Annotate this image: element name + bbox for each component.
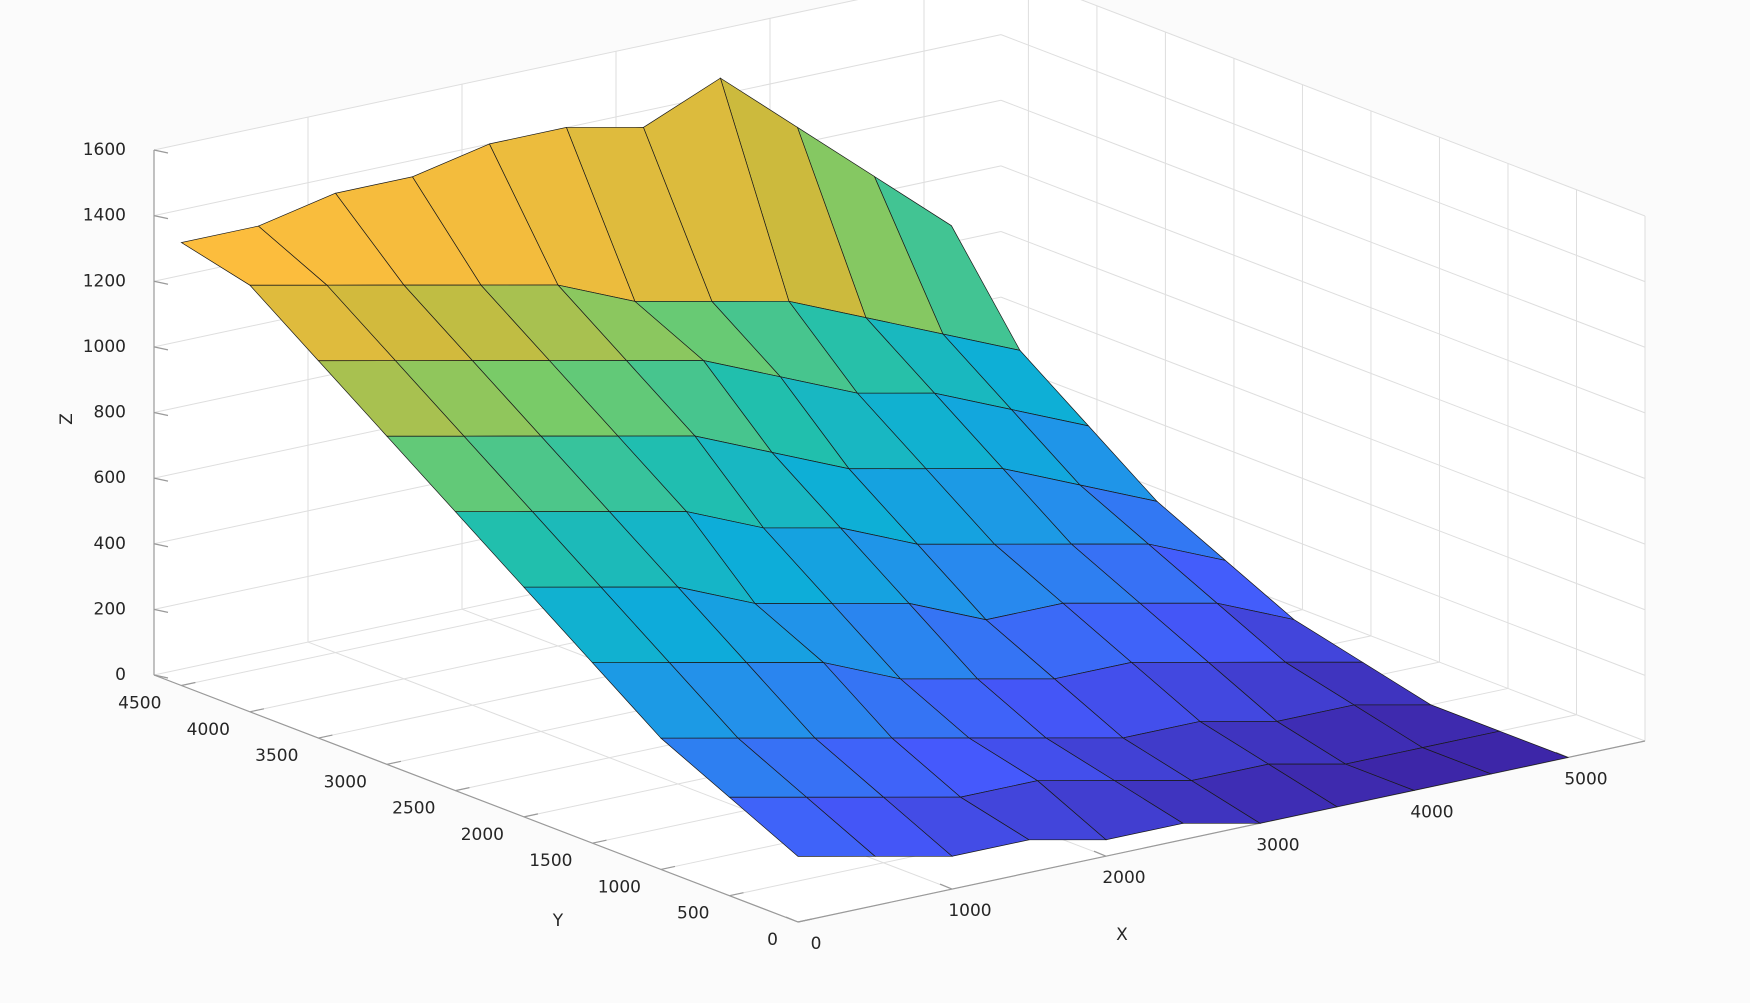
- z-tick-label: 200: [94, 599, 126, 619]
- tick-mark: [455, 787, 470, 792]
- y-tick-label: 500: [677, 904, 709, 924]
- grid-line: [1000, 231, 1646, 479]
- x-tick-label: 3000: [1256, 835, 1299, 855]
- tick-mark: [181, 681, 196, 687]
- tick-mark: [153, 608, 169, 613]
- z-tick-label: 0: [115, 665, 126, 685]
- z-tick-label: 800: [94, 403, 126, 423]
- z-tick-label: 1200: [83, 271, 126, 291]
- surface-patch: [728, 796, 876, 857]
- y-tick-label: 3500: [255, 746, 298, 766]
- y-tick-label: 4500: [118, 694, 161, 714]
- y-tick-label: 2500: [392, 799, 435, 819]
- tick-mark: [1093, 850, 1107, 857]
- tick-mark: [153, 674, 169, 679]
- x-tick-label: 5000: [1564, 769, 1607, 789]
- tick-mark: [153, 477, 169, 482]
- y-axis: [153, 674, 799, 923]
- tick-mark: [153, 149, 169, 154]
- tick-mark: [939, 883, 953, 890]
- grid-line: [1000, 34, 1646, 283]
- tick-mark: [729, 892, 744, 897]
- tick-mark: [153, 543, 169, 548]
- tick-mark: [660, 865, 676, 871]
- grid-line: [1080, 0, 1646, 217]
- y-tick-label: 4000: [187, 720, 230, 740]
- x-tick-label: 2000: [1102, 868, 1145, 888]
- x-tick-label: 1000: [948, 901, 991, 921]
- tick-mark: [153, 280, 169, 285]
- grid-line: [153, 0, 859, 151]
- grid-line: [1000, 296, 1646, 545]
- x-tick-label: 0: [811, 934, 822, 954]
- z-tick-label: 1000: [83, 337, 126, 357]
- z-tick-label: 1600: [83, 140, 126, 160]
- tick-mark: [249, 708, 265, 713]
- grid-line: [1000, 165, 1646, 414]
- grid-line: [1000, 362, 1646, 611]
- tick-mark: [592, 839, 607, 844]
- grid-line: [1000, 99, 1646, 348]
- x-tick-label: 4000: [1410, 802, 1453, 822]
- tick-mark: [797, 918, 813, 923]
- y-tick-label: 1500: [529, 851, 572, 871]
- tick-mark: [153, 215, 169, 220]
- z-tick-label: 600: [94, 468, 126, 488]
- y-tick-label: 0: [767, 930, 778, 950]
- y-tick-label: 2000: [461, 825, 504, 845]
- tick-mark: [318, 734, 333, 739]
- grid-line: [153, 34, 1002, 217]
- y-axis-label: Y: [552, 911, 564, 931]
- tick-mark: [153, 411, 169, 417]
- tick-mark: [153, 346, 169, 351]
- y-tick-label: 1000: [598, 877, 641, 897]
- z-tick-label: 1400: [83, 206, 126, 226]
- y-tick-label: 3000: [324, 772, 367, 792]
- z-tick-label: 400: [94, 534, 126, 554]
- tick-mark: [785, 916, 799, 923]
- x-axis-label: X: [1116, 925, 1128, 945]
- z-axis-label: Z: [57, 413, 77, 425]
- tick-mark: [386, 760, 402, 765]
- tick-mark: [523, 813, 539, 818]
